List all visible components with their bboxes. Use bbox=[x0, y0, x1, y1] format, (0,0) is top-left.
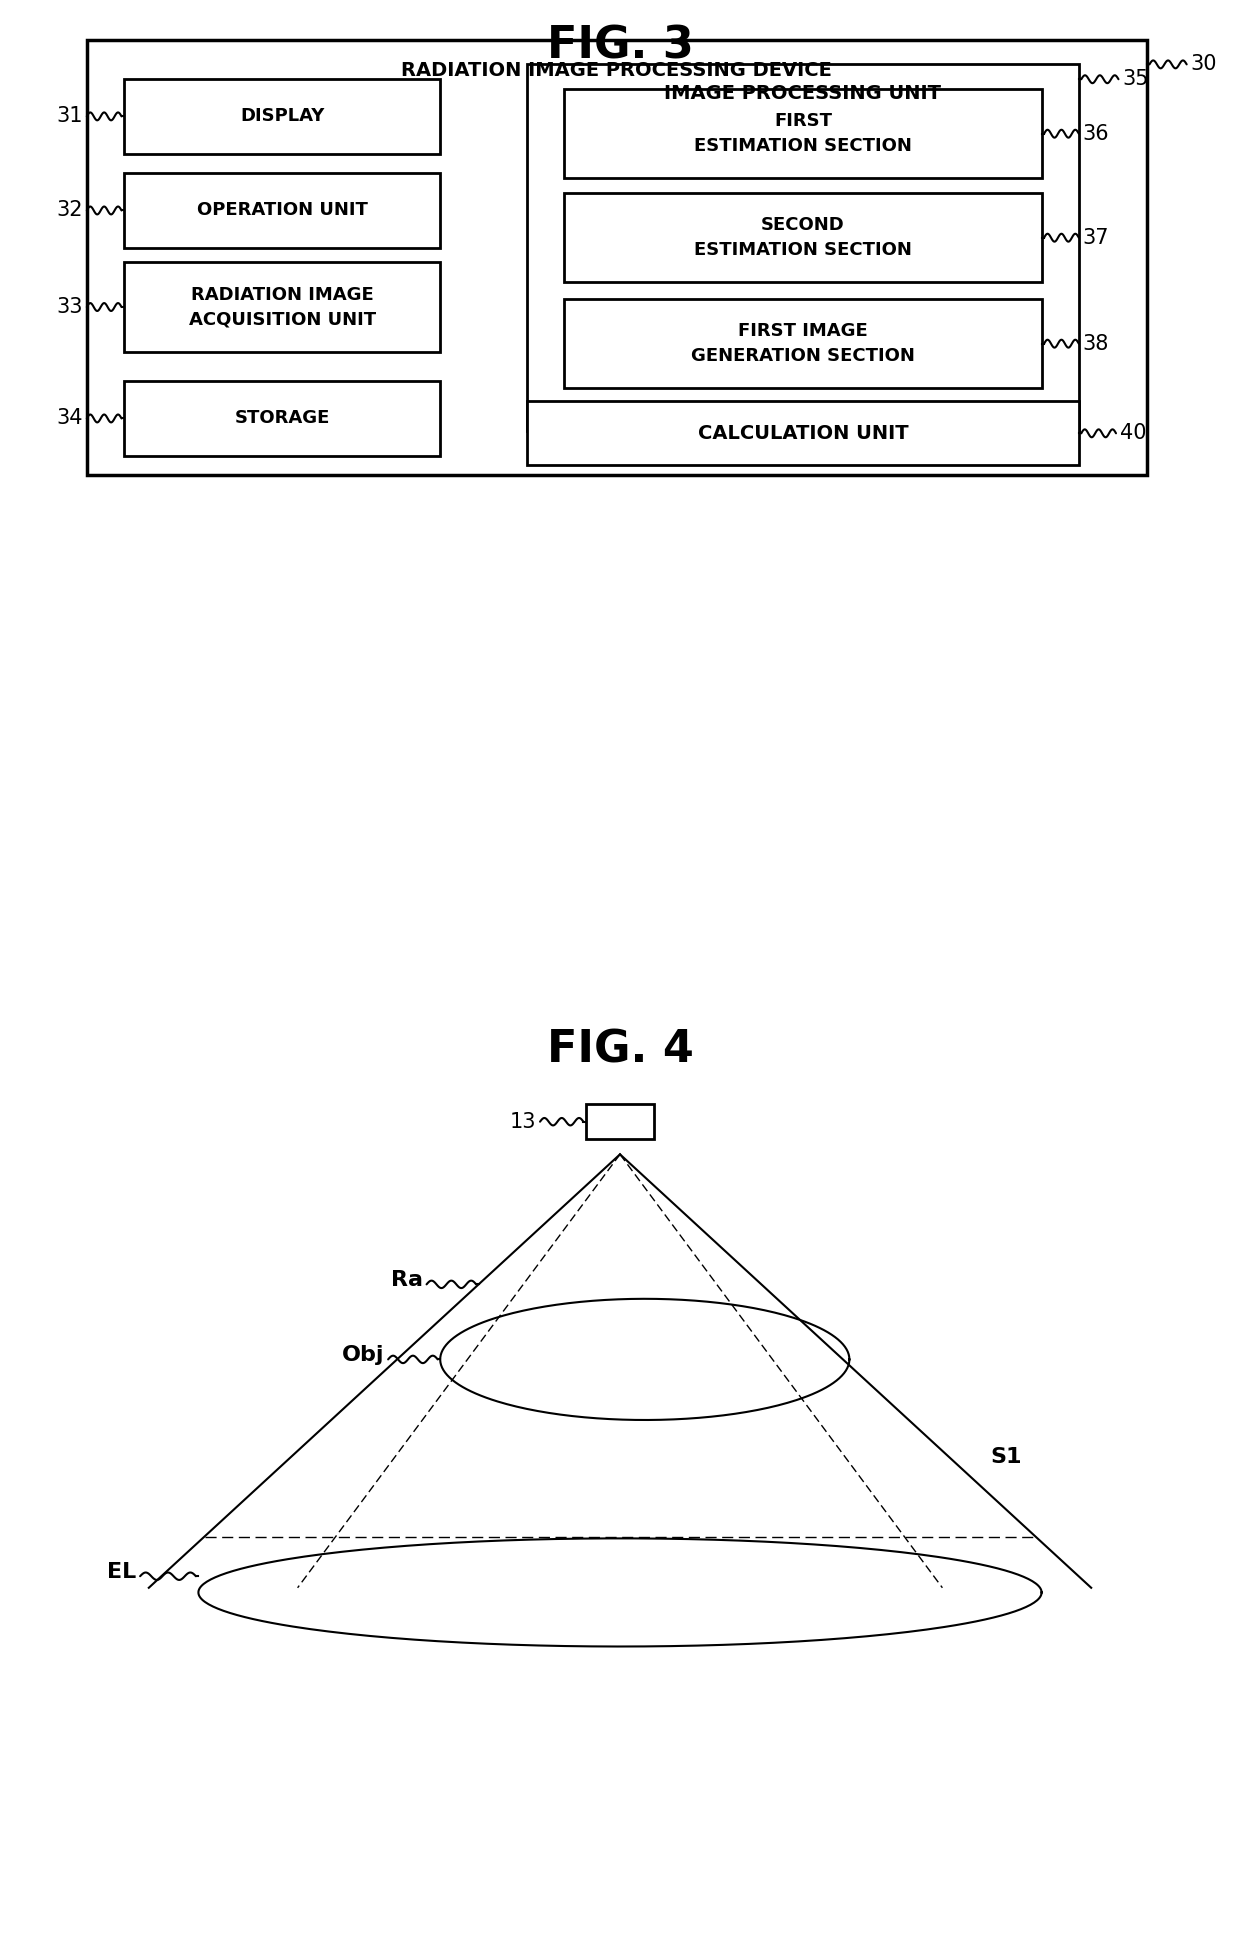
FancyBboxPatch shape bbox=[564, 89, 1042, 179]
Text: 31: 31 bbox=[57, 107, 83, 126]
FancyBboxPatch shape bbox=[124, 80, 440, 153]
Text: 32: 32 bbox=[57, 200, 83, 221]
Text: EL: EL bbox=[107, 1561, 136, 1581]
Text: FIRST
ESTIMATION SECTION: FIRST ESTIMATION SECTION bbox=[694, 113, 911, 155]
Text: SECOND
ESTIMATION SECTION: SECOND ESTIMATION SECTION bbox=[694, 216, 911, 258]
FancyBboxPatch shape bbox=[585, 1103, 655, 1140]
Text: S1: S1 bbox=[991, 1447, 1022, 1466]
FancyBboxPatch shape bbox=[124, 262, 440, 352]
Text: FIG. 4: FIG. 4 bbox=[547, 1029, 693, 1072]
Text: OPERATION UNIT: OPERATION UNIT bbox=[197, 202, 367, 219]
Text: RADIATION IMAGE PROCESSING DEVICE: RADIATION IMAGE PROCESSING DEVICE bbox=[402, 62, 832, 80]
FancyBboxPatch shape bbox=[527, 64, 1079, 431]
Text: 37: 37 bbox=[1083, 227, 1109, 249]
Text: STORAGE: STORAGE bbox=[234, 410, 330, 427]
FancyBboxPatch shape bbox=[87, 39, 1147, 476]
FancyBboxPatch shape bbox=[564, 192, 1042, 282]
Text: FIRST IMAGE
GENERATION SECTION: FIRST IMAGE GENERATION SECTION bbox=[691, 322, 915, 365]
Text: 36: 36 bbox=[1083, 124, 1109, 144]
Text: IMAGE PROCESSING UNIT: IMAGE PROCESSING UNIT bbox=[665, 84, 941, 103]
Text: 13: 13 bbox=[510, 1111, 536, 1132]
Text: CALCULATION UNIT: CALCULATION UNIT bbox=[698, 423, 908, 443]
FancyBboxPatch shape bbox=[124, 381, 440, 456]
Text: Obj: Obj bbox=[342, 1344, 384, 1365]
Text: Ra: Ra bbox=[391, 1270, 423, 1289]
FancyBboxPatch shape bbox=[124, 173, 440, 247]
Text: 30: 30 bbox=[1190, 54, 1216, 74]
FancyBboxPatch shape bbox=[564, 299, 1042, 388]
FancyBboxPatch shape bbox=[527, 402, 1079, 466]
Text: 34: 34 bbox=[57, 408, 83, 429]
Text: FIG. 3: FIG. 3 bbox=[547, 25, 693, 68]
Text: 40: 40 bbox=[1120, 423, 1146, 443]
Text: 35: 35 bbox=[1122, 70, 1148, 89]
Text: RADIATION IMAGE
ACQUISITION UNIT: RADIATION IMAGE ACQUISITION UNIT bbox=[188, 285, 376, 328]
Text: DISPLAY: DISPLAY bbox=[239, 107, 325, 126]
Text: 33: 33 bbox=[57, 297, 83, 317]
Text: 38: 38 bbox=[1083, 334, 1109, 353]
